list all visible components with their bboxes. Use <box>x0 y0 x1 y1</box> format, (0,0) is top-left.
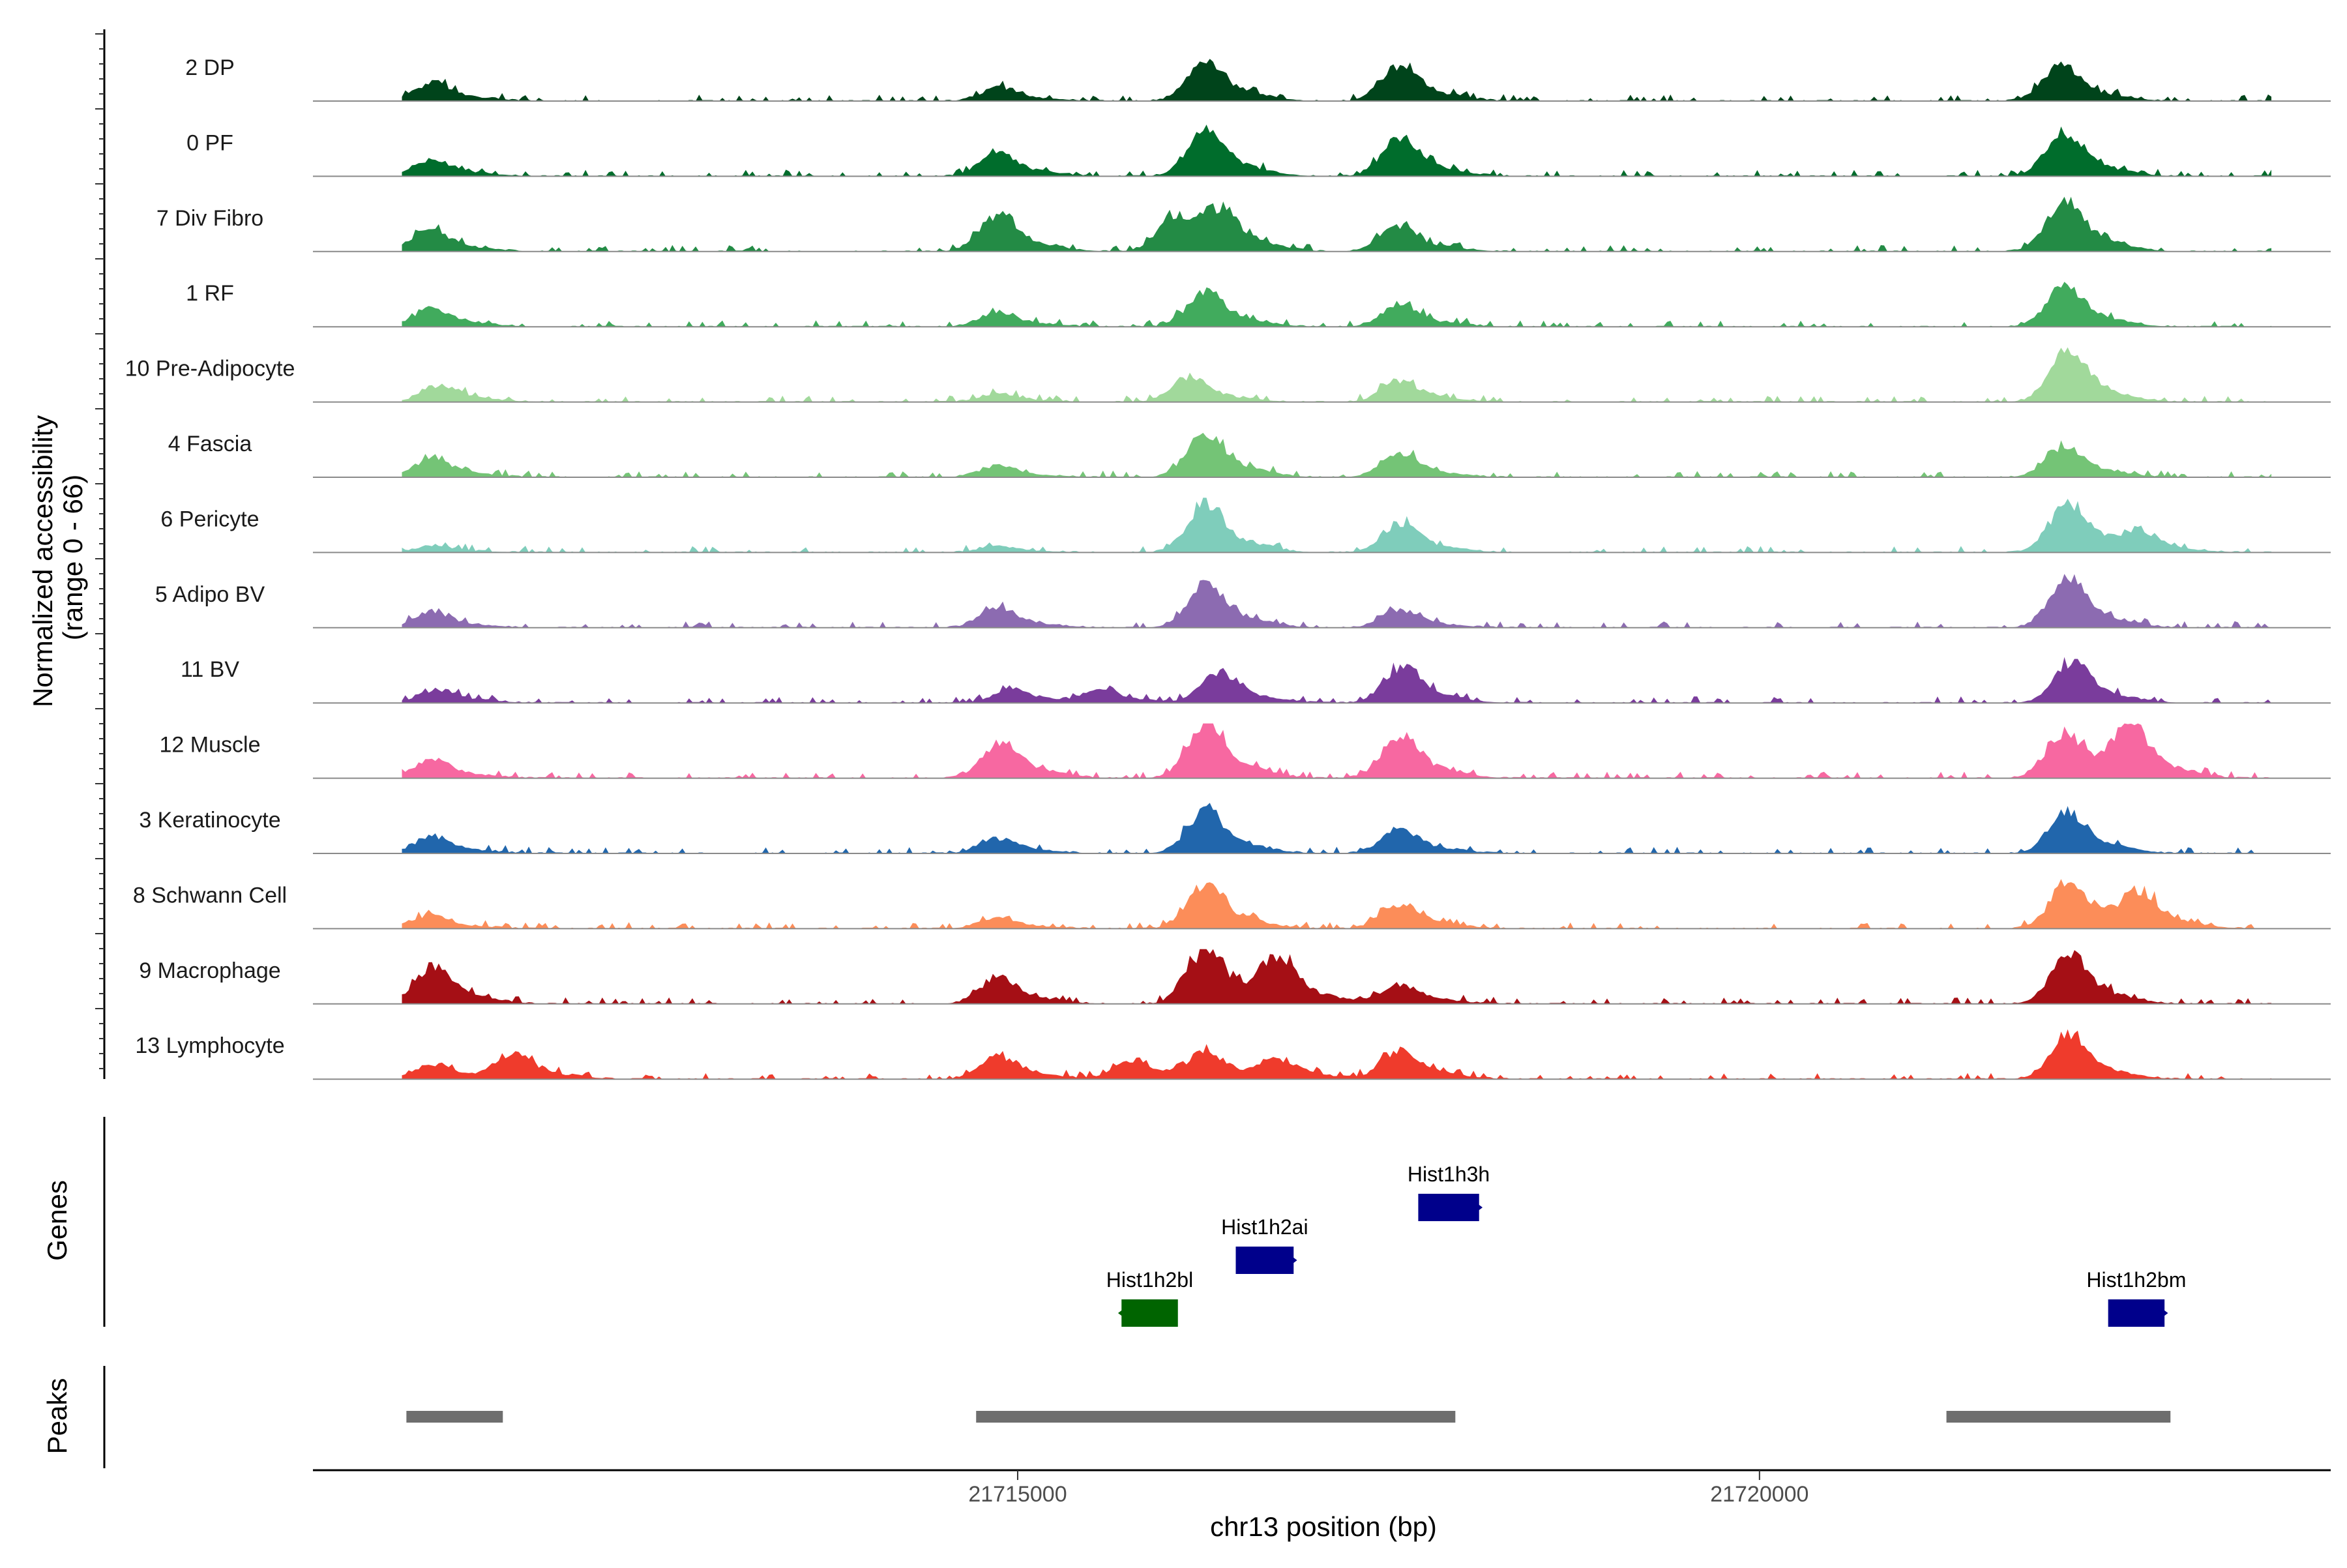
track-label: 10 Pre-Adipocyte <box>125 357 295 381</box>
coverage-area <box>402 282 2271 327</box>
gene-hist1h2ai: Hist1h2ai <box>1221 1215 1308 1274</box>
gene-label: Hist1h3h <box>1408 1162 1490 1186</box>
track-2-dp: 2 DP <box>185 55 2331 102</box>
gene-label: Hist1h2bm <box>2086 1268 2186 1292</box>
strand-arrow-icon <box>1117 1306 1129 1320</box>
track-label: 11 BV <box>181 657 239 682</box>
track-label: 3 Keratinocyte <box>139 808 280 833</box>
track-label: 5 Adipo BV <box>155 582 265 607</box>
coverage-area <box>402 879 2271 929</box>
track-label: 12 Muscle <box>160 733 261 758</box>
track-6-pericyte: 6 Pericyte <box>160 497 2331 554</box>
track-label: 1 RF <box>186 281 234 306</box>
strand-arrow-icon <box>1471 1200 1483 1215</box>
peak-bar <box>976 1411 1456 1423</box>
x-tick-label: 21720000 <box>1710 1482 1808 1507</box>
gene-body <box>1121 1299 1178 1327</box>
gene-body <box>1418 1194 1479 1221</box>
x-tick-label: 21715000 <box>968 1482 1067 1507</box>
track-label: 0 PF <box>186 130 233 155</box>
gene-label: Hist1h2ai <box>1221 1215 1308 1239</box>
x-axis-title: chr13 position (bp) <box>1210 1511 1437 1542</box>
y-axis-title-line2: (range 0 - 66) <box>57 475 88 640</box>
peaks-axis-title: Peaks <box>42 1378 72 1455</box>
coverage-area <box>402 574 2271 628</box>
strand-arrow-icon <box>2157 1306 2168 1320</box>
coverage-area <box>402 347 2271 402</box>
coverage-area <box>402 803 2271 853</box>
strand-arrow-icon <box>1286 1253 1297 1267</box>
peak-track <box>406 1411 2171 1423</box>
coverage-area <box>402 497 2271 553</box>
genes-axis-title: Genes <box>42 1180 72 1261</box>
coverage-area <box>402 723 2271 778</box>
coverage-area <box>402 657 2271 703</box>
track-label: 7 Div Fibro <box>156 206 263 231</box>
y-axis-title-line1: Normalized accessibility <box>27 415 58 707</box>
track-4-fascia: 4 Fascia <box>168 432 2331 478</box>
y-axis-title: Normalized accessibility (range 0 - 66) <box>27 407 88 707</box>
track-1-rf: 1 RF <box>186 281 2331 328</box>
track-7-div-fibro: 7 Div Fibro <box>156 196 2331 252</box>
track-label: 13 Lymphocyte <box>135 1033 284 1058</box>
gene-track: Hist1h3h Hist1h2ai Hist1h2bl Hist1h2bm <box>1106 1162 2186 1327</box>
track-label: 4 Fascia <box>168 432 252 456</box>
coverage-area <box>402 125 2271 177</box>
peak-bar <box>1946 1411 2171 1423</box>
coverage-tracks: 2 DP 0 PF 7 Div Fibro 1 RF 10 Pre-Adipocyte 4… <box>95 29 2331 1468</box>
peak-bar <box>406 1411 503 1423</box>
gene-hist1h2bm: Hist1h2bm <box>2086 1268 2186 1327</box>
track-label: 8 Schwann Cell <box>133 883 287 908</box>
gene-body <box>2108 1299 2165 1327</box>
gene-label: Hist1h2bl <box>1106 1268 1193 1292</box>
coverage-area <box>402 432 2271 477</box>
track-label: 6 Pericyte <box>160 507 259 531</box>
track-12-muscle: 12 Muscle <box>160 723 2331 779</box>
gene-body <box>1235 1247 1294 1274</box>
coverage-area <box>402 1029 2271 1080</box>
coverage-area <box>402 196 2271 252</box>
track-9-macrophage: 9 Macrophage <box>139 949 2331 1005</box>
coverage-area <box>402 949 2271 1004</box>
track-11-bv: 11 BV <box>181 657 2331 704</box>
track-label: 9 Macrophage <box>139 958 280 983</box>
track-label: 2 DP <box>185 55 235 80</box>
coverage-area <box>402 59 2271 101</box>
track-13-lymphocyte: 13 Lymphocyte <box>135 1029 2331 1080</box>
track-10-pre-adipocyte: 10 Pre-Adipocyte <box>125 347 2331 403</box>
track-3-keratinocyte: 3 Keratinocyte <box>139 803 2331 854</box>
track-5-adipo-bv: 5 Adipo BV <box>155 574 2331 629</box>
gene-hist1h3h: Hist1h3h <box>1408 1162 1490 1221</box>
track-0-pf: 0 PF <box>186 125 2331 177</box>
track-8-schwann-cell: 8 Schwann Cell <box>133 879 2331 930</box>
gene-hist1h2bl: Hist1h2bl <box>1106 1268 1193 1327</box>
x-axis: 21715000 21720000 <box>313 1469 2331 1507</box>
